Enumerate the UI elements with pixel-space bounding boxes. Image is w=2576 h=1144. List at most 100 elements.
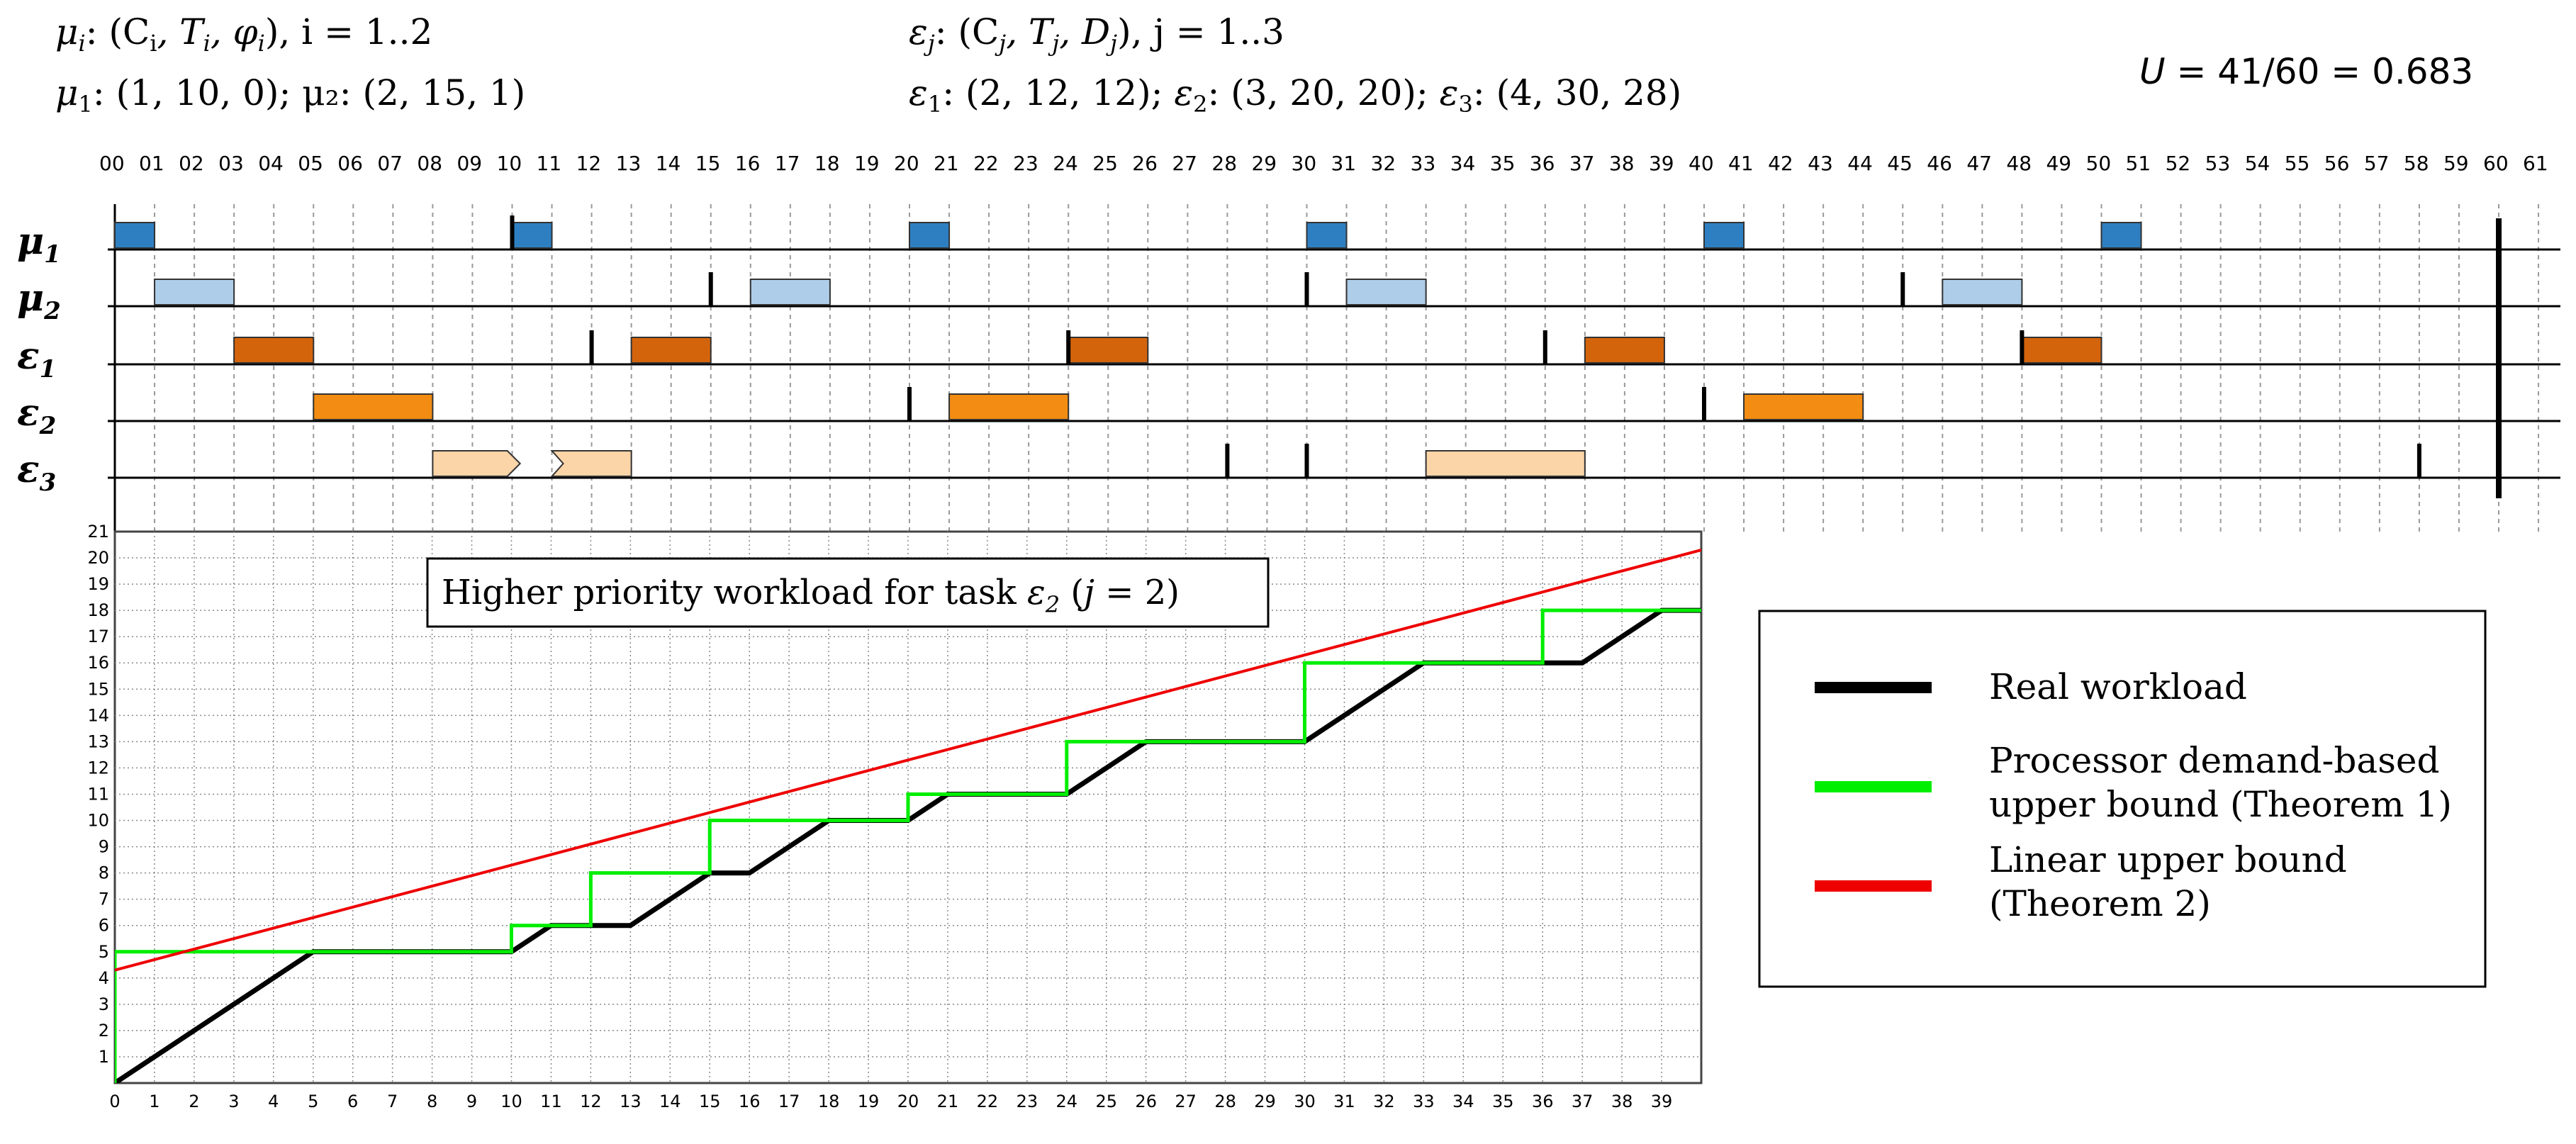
timeline-tick-label: 46 bbox=[1927, 152, 1952, 175]
execution-block bbox=[114, 222, 156, 249]
timeline-tick-label: 36 bbox=[1530, 152, 1555, 175]
x-tick-label: 30 bbox=[1294, 1092, 1316, 1111]
y-tick-label: 8 bbox=[99, 863, 109, 883]
y-tick-label: 2 bbox=[99, 1021, 109, 1041]
header: μi: (Ci, Ti, φi), i = 1..2 μ1: (1, 10, 0… bbox=[55, 11, 2473, 118]
x-tick-label: 3 bbox=[228, 1092, 239, 1111]
execution-block bbox=[2021, 337, 2102, 364]
x-tick-label: 6 bbox=[347, 1092, 358, 1111]
timeline-row-label: μ2 bbox=[17, 276, 61, 325]
y-tick-label: 17 bbox=[87, 627, 109, 646]
x-tick-label: 39 bbox=[1651, 1092, 1673, 1111]
x-tick-label: 20 bbox=[897, 1092, 919, 1111]
utilization: U = 41/60 = 0.683 bbox=[2139, 51, 2473, 92]
timeline-tick-label: 14 bbox=[656, 152, 681, 175]
chart-legend: Real workload Processor demand-basedupper… bbox=[1758, 610, 2487, 988]
timeline-tick-label: 52 bbox=[2166, 152, 2191, 175]
timeline-tick-label: 15 bbox=[695, 152, 721, 175]
timeline-tick-label: 48 bbox=[2006, 152, 2032, 175]
execution-block bbox=[948, 393, 1070, 420]
y-tick-label: 20 bbox=[87, 548, 109, 568]
x-tick-label: 8 bbox=[427, 1092, 437, 1111]
y-tick-label: 18 bbox=[87, 600, 109, 620]
timeline-tick-label: 43 bbox=[1808, 152, 1833, 175]
execution-block bbox=[1345, 279, 1427, 305]
x-tick-label: 10 bbox=[500, 1092, 522, 1111]
timeline-tick-label: 28 bbox=[1211, 152, 1237, 175]
x-tick-label: 34 bbox=[1452, 1092, 1474, 1111]
timeline-tick-label: 03 bbox=[218, 152, 244, 175]
x-tick-label: 36 bbox=[1532, 1092, 1554, 1111]
legend-label: Processor demand-based bbox=[1989, 740, 2439, 781]
execution-block bbox=[313, 393, 434, 420]
y-tick-label: 12 bbox=[87, 758, 109, 778]
x-tick-label: 25 bbox=[1095, 1092, 1117, 1111]
x-tick-label: 33 bbox=[1413, 1092, 1435, 1111]
x-tick-label: 23 bbox=[1017, 1092, 1038, 1111]
timeline-tick-label: 25 bbox=[1092, 152, 1118, 175]
timeline-tick-label: 58 bbox=[2404, 152, 2429, 175]
x-tick-label: 37 bbox=[1572, 1092, 1594, 1111]
timeline-tick-label: 55 bbox=[2285, 152, 2310, 175]
timeline-tick-label: 60 bbox=[2483, 152, 2509, 175]
y-tick-label: 7 bbox=[99, 890, 109, 909]
x-tick-label: 11 bbox=[540, 1092, 562, 1111]
x-tick-label: 21 bbox=[937, 1092, 959, 1111]
execution-block bbox=[511, 222, 553, 249]
timeline-tick-label: 20 bbox=[894, 152, 919, 175]
eps-values: ε1: (2, 12, 12); ε2: (3, 20, 20); ε3: (4… bbox=[909, 72, 1681, 118]
timeline-tick-label: 44 bbox=[1847, 152, 1873, 175]
timeline-tick-label: 54 bbox=[2245, 152, 2270, 175]
legend-box bbox=[1758, 610, 2487, 988]
timeline-tick-label: 17 bbox=[775, 152, 800, 175]
timeline-tick-label: 16 bbox=[735, 152, 761, 175]
x-tick-label: 7 bbox=[387, 1092, 398, 1111]
x-tick-label: 38 bbox=[1611, 1092, 1633, 1111]
timeline-tick-label: 27 bbox=[1172, 152, 1197, 175]
timeline-tick-label: 10 bbox=[497, 152, 522, 175]
x-tick-label: 31 bbox=[1333, 1092, 1355, 1111]
x-tick-label: 32 bbox=[1373, 1092, 1395, 1111]
execution-block bbox=[1584, 337, 1665, 364]
timeline-tick-label: 57 bbox=[2364, 152, 2390, 175]
legend-label: Real workload bbox=[1989, 666, 2247, 707]
x-tick-label: 9 bbox=[466, 1092, 477, 1111]
legend-label: (Theorem 2) bbox=[1989, 883, 2211, 924]
x-tick-label: 26 bbox=[1135, 1092, 1157, 1111]
x-tick-label: 17 bbox=[778, 1092, 800, 1111]
x-tick-label: 16 bbox=[739, 1092, 761, 1111]
legend-label: upper bound (Theorem 1) bbox=[1989, 784, 2452, 825]
timeline-tick-label: 45 bbox=[1887, 152, 1913, 175]
execution-block bbox=[2100, 222, 2142, 249]
y-tick-label: 11 bbox=[87, 784, 109, 804]
y-tick-label: 4 bbox=[99, 968, 109, 988]
timeline-tick-label: 32 bbox=[1371, 152, 1396, 175]
x-tick-label: 0 bbox=[109, 1092, 120, 1111]
execution-block bbox=[630, 337, 712, 364]
y-tick-label: 5 bbox=[99, 942, 109, 962]
chart-title-box bbox=[426, 557, 1270, 628]
timeline-tick-label: 33 bbox=[1411, 152, 1436, 175]
y-tick-label: 1 bbox=[99, 1047, 109, 1067]
timeline-tick-label: 08 bbox=[417, 152, 442, 175]
mu-definition: μi: (Ci, Ti, φi), i = 1..2 bbox=[55, 11, 432, 57]
y-tick-label: 19 bbox=[87, 574, 109, 594]
timeline-tick-label: 07 bbox=[377, 152, 403, 175]
timeline-tick-label: 56 bbox=[2324, 152, 2350, 175]
timeline-tick-label: 61 bbox=[2523, 152, 2548, 175]
timeline-tick-label: 38 bbox=[1609, 152, 1635, 175]
y-tick-label: 14 bbox=[87, 705, 109, 725]
timeline-tick-label: 19 bbox=[854, 152, 880, 175]
eps-definition: εj: (Cj, Tj, Dj), j = 1..3 bbox=[909, 11, 1284, 57]
schedule-timeline: 00 01 02 03 04 05 06 07 08 09 10 11 12 13 14 15 16 17 18 19… bbox=[17, 152, 2560, 535]
y-tick-label: 15 bbox=[87, 679, 109, 699]
x-tick-label: 5 bbox=[308, 1092, 318, 1111]
execution-block bbox=[749, 279, 831, 305]
execution-block bbox=[1743, 393, 1864, 420]
timeline-tick-label: 11 bbox=[537, 152, 562, 175]
timeline-tick-label: 24 bbox=[1053, 152, 1078, 175]
timeline-tick-label: 34 bbox=[1450, 152, 1476, 175]
series-line bbox=[115, 608, 1701, 1083]
x-tick-label: 4 bbox=[268, 1092, 279, 1111]
